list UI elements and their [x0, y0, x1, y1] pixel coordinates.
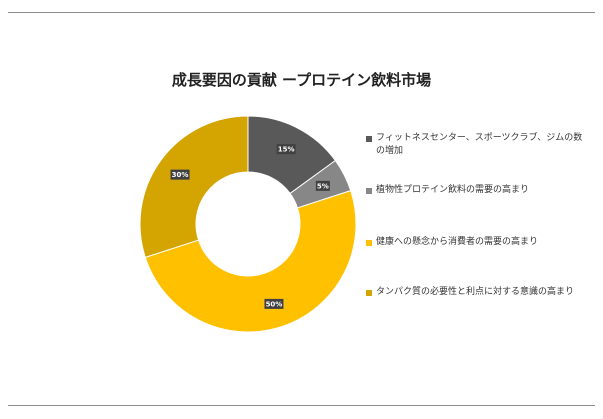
label-awareness-text: 30% [172, 171, 189, 179]
legend-label-health: 健康への懸念から消費者の需要の高まり [376, 237, 539, 247]
label-fitness-bg [276, 144, 296, 155]
legend-swatch-awareness [366, 290, 372, 296]
legend-swatch-fitness [366, 136, 372, 142]
label-awareness: 30% [170, 169, 190, 180]
label-plant-protein: 5% [315, 180, 330, 191]
legend-item-health: 健康への懸念から消費者の需要の高まり [366, 236, 591, 249]
chart-title: 成長要因の貢献 ープロテイン飲料市場 [171, 71, 432, 89]
label-fitness-text: 15% [278, 146, 295, 154]
legend-swatch-health [366, 240, 372, 246]
slice-health [144, 189, 357, 333]
top-divider [8, 12, 595, 13]
label-fitness: 15% [276, 144, 296, 155]
label-plant-protein-text: 5% [317, 182, 329, 190]
legend-label-plant-protein: 植物性プロテイン飲料の需要の高まり [376, 185, 530, 195]
label-health: 50% [264, 298, 284, 309]
legend-item-fitness: フィットネスセンター、スポーツクラブ、ジムの数の増加 [366, 132, 591, 158]
label-plant-protein-bg [315, 180, 330, 191]
label-health-bg [264, 298, 284, 309]
legend-label-awareness: タンパク質の必要性と利点に対する意識の高まり [376, 287, 575, 297]
legend-label-fitness: フィットネスセンター、スポーツクラブ、ジムの数の増加 [376, 133, 583, 156]
legend-item-plant-protein: 植物性プロテイン飲料の需要の高まり [366, 184, 591, 197]
slice-awareness [139, 115, 249, 259]
legend-item-awareness: タンパク質の必要性と利点に対する意識の高まり [366, 286, 591, 299]
label-awareness-bg [170, 169, 190, 180]
legend-swatch-plant-protein [366, 188, 372, 194]
label-health-text: 50% [266, 300, 283, 308]
bottom-divider [8, 405, 595, 406]
